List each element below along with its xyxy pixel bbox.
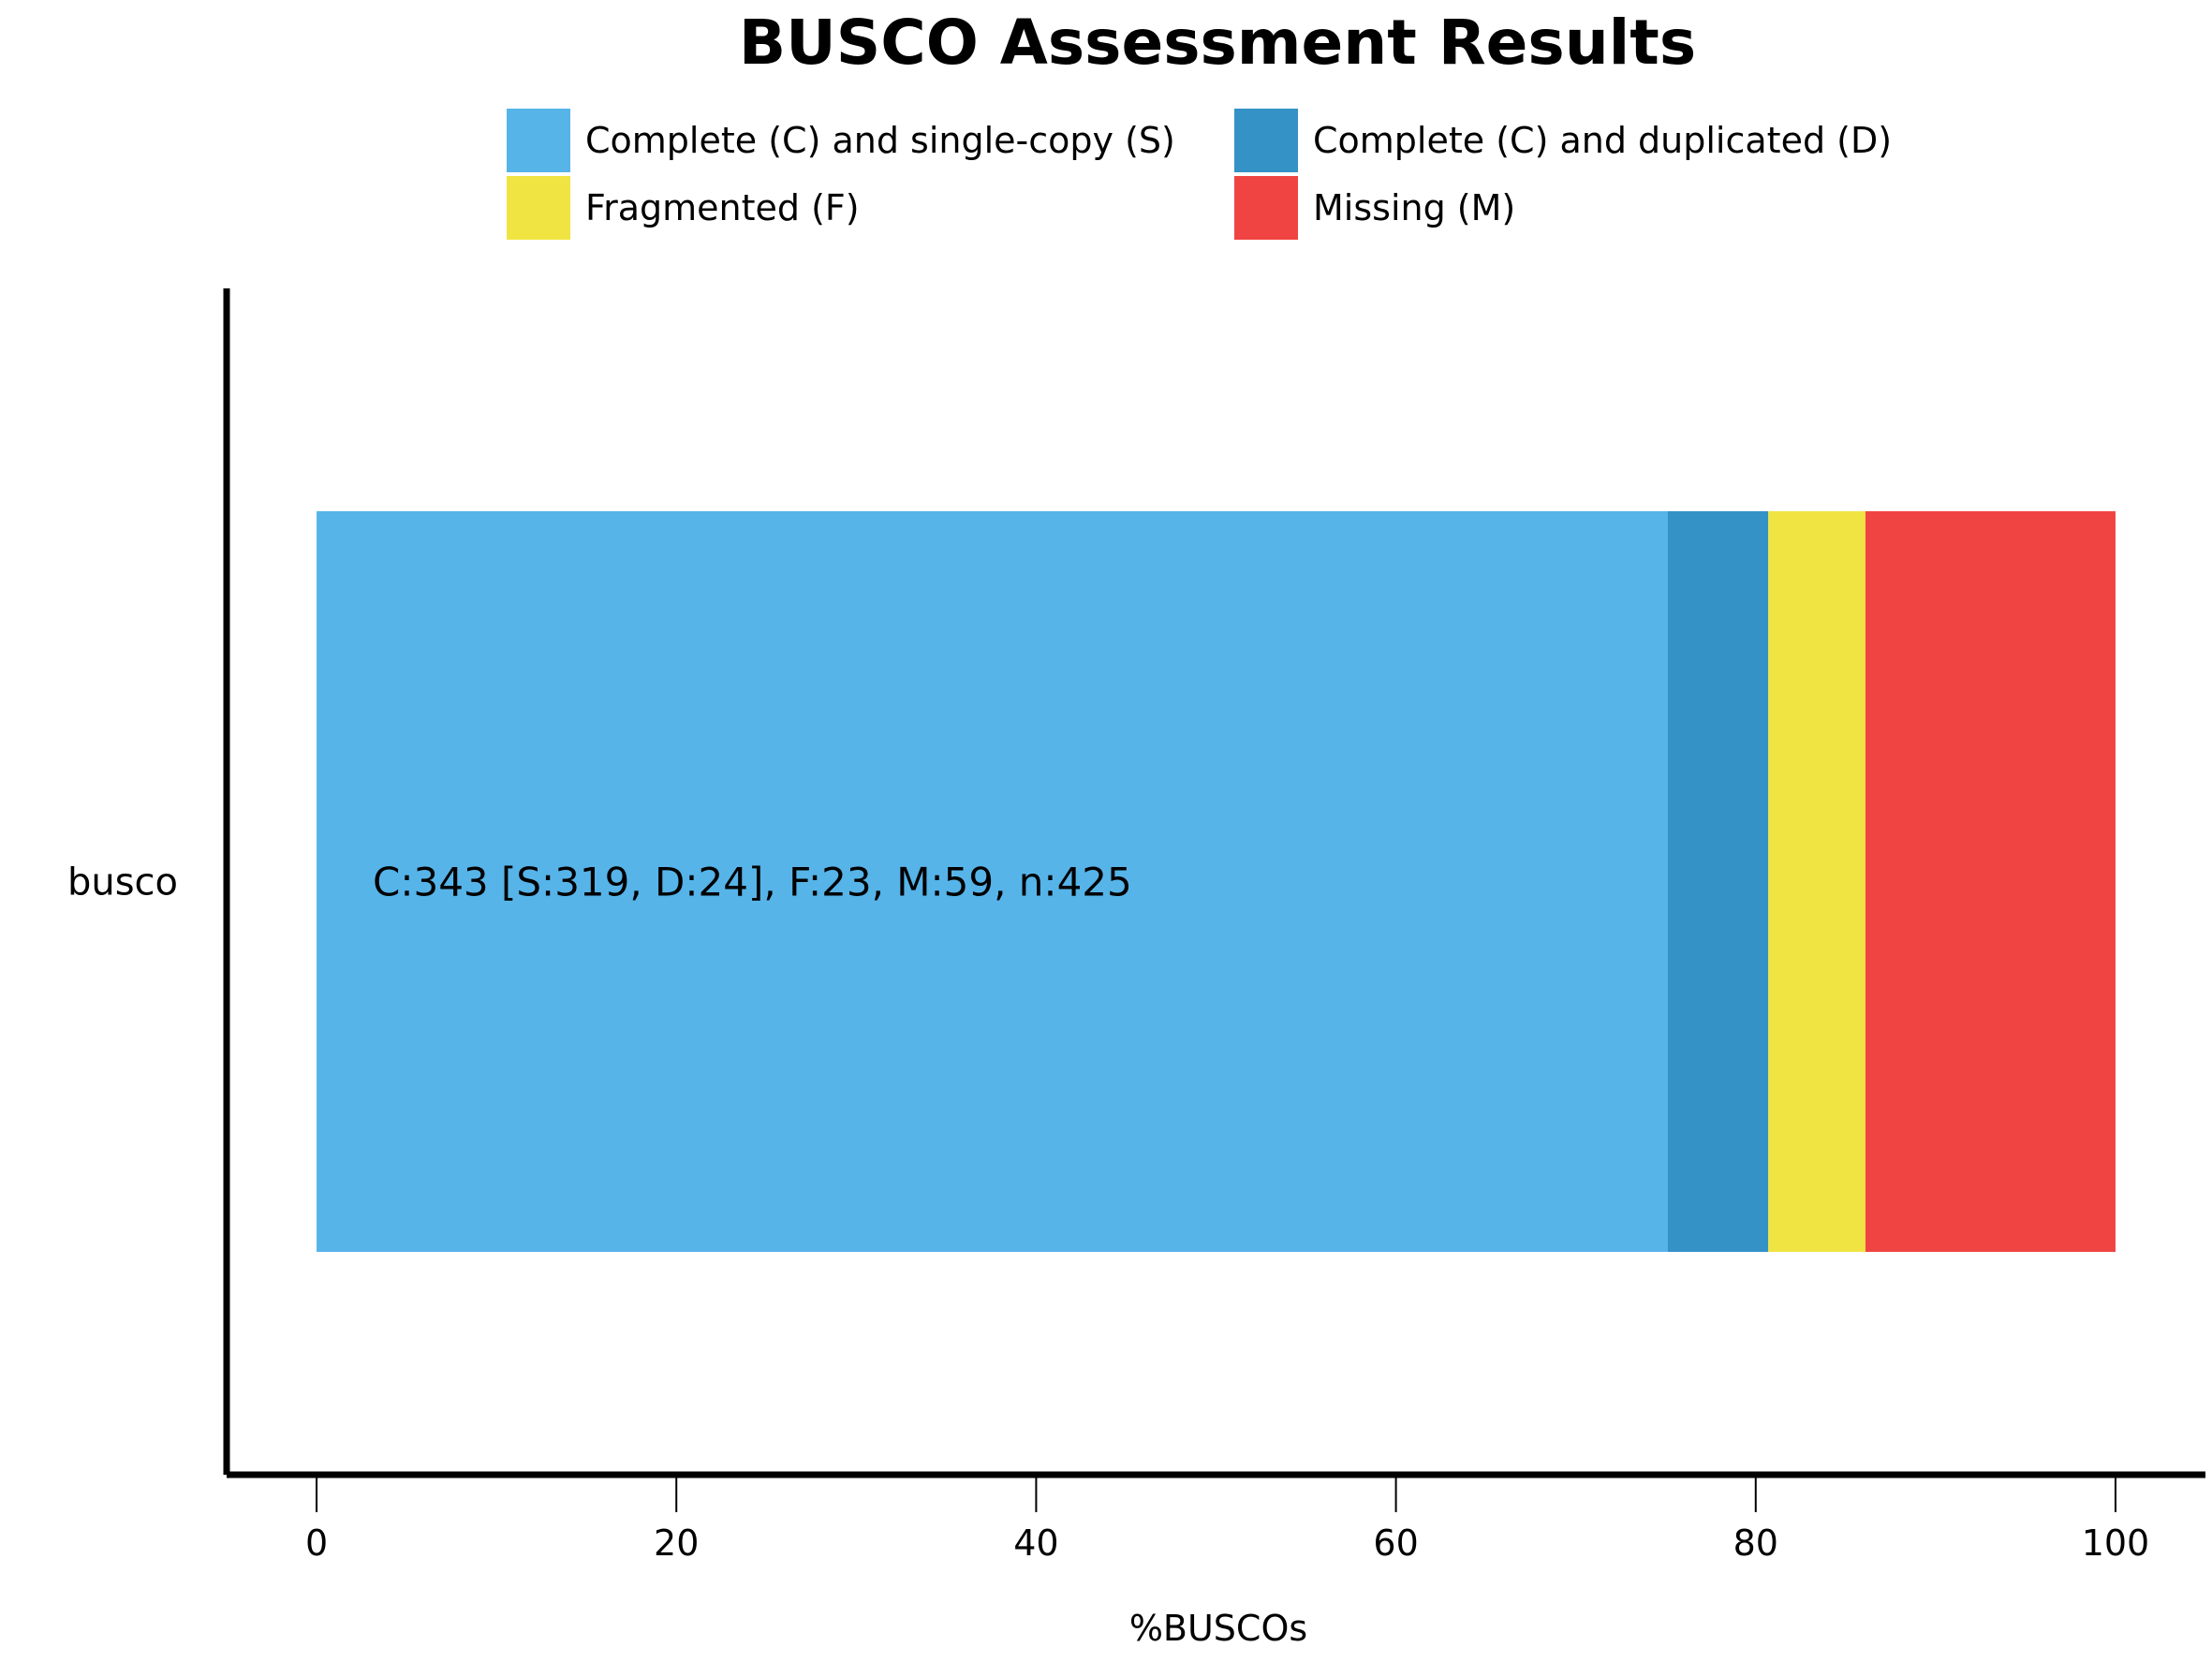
- x-tick-label: 0: [305, 1522, 328, 1564]
- bar-stack: [317, 511, 2116, 1252]
- bar-segment-complete-c-and-single-copy-s: [317, 511, 1668, 1252]
- x-tick-label: 20: [654, 1522, 699, 1564]
- chart-title: BUSCO Assessment Results: [739, 7, 1696, 79]
- legend-label-complete-c-and-single-copy-s: Complete (C) and single-copy (S): [585, 120, 1175, 161]
- x-ticks: 0 20 40 60 80 100: [305, 1475, 2149, 1564]
- x-axis-label: %BUSCOs: [1129, 1608, 1307, 1649]
- legend-label-complete-c-and-duplicated-d: Complete (C) and duplicated (D): [1313, 120, 1892, 161]
- y-category-labels: busco: [67, 861, 178, 905]
- x-tick-label: 100: [2082, 1522, 2150, 1564]
- y-category-label: busco: [67, 861, 178, 905]
- legend-swatch-missing-m: [1234, 176, 1298, 240]
- bar-segment-fragmented-f: [1768, 511, 1865, 1252]
- legend-label-fragmented-f: Fragmented (F): [585, 187, 860, 228]
- legend-swatch-fragmented-f: [507, 176, 570, 240]
- x-tick-label: 80: [1733, 1522, 1778, 1564]
- bar-segment-missing-m: [1865, 511, 2116, 1252]
- axes: [223, 288, 2205, 1478]
- legend-swatch-complete-c-and-single-copy-s: [507, 109, 570, 172]
- bar-annotation: C:343 [S:319, D:24], F:23, M:59, n:425: [373, 860, 1132, 905]
- x-tick-label: 40: [1013, 1522, 1058, 1564]
- legend: Complete (C) and single-copy (S) Complete…: [507, 109, 1892, 240]
- legend-swatch-complete-c-and-duplicated-d: [1234, 109, 1298, 172]
- bar-annotations: C:343 [S:319, D:24], F:23, M:59, n:425: [373, 860, 1132, 905]
- bar-segment-complete-c-and-duplicated-d: [1667, 511, 1769, 1252]
- legend-label-missing-m: Missing (M): [1313, 187, 1515, 228]
- x-tick-label: 60: [1373, 1522, 1418, 1564]
